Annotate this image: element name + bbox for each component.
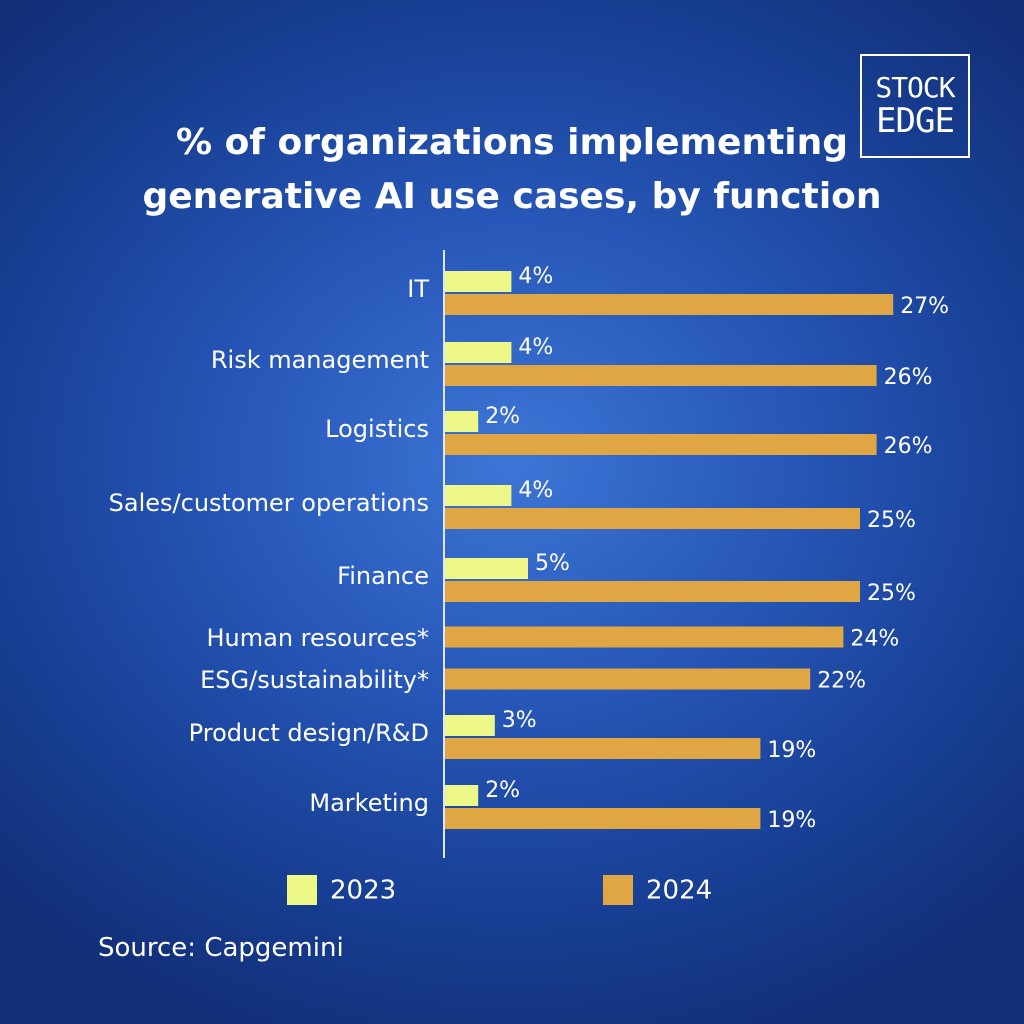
value-label-2024: 22% xyxy=(817,669,866,694)
value-label-2023: 5% xyxy=(535,551,570,576)
value-label-2024: 26% xyxy=(884,434,933,459)
category-label: Product design/R&D xyxy=(189,719,429,747)
bar-2024 xyxy=(445,808,761,829)
value-label-2023: 4% xyxy=(518,335,553,360)
bar-2023 xyxy=(445,271,512,292)
category-label: Sales/customer operations xyxy=(109,489,429,517)
bar-2024 xyxy=(445,365,877,386)
category-label: ESG/sustainability* xyxy=(200,666,429,694)
value-label-2024: 24% xyxy=(850,627,899,652)
value-label-2024: 27% xyxy=(900,294,949,319)
legend-label-2024: 2024 xyxy=(646,876,712,906)
chart-title: % of organizations implementing generati… xyxy=(142,122,882,217)
value-label-2023: 2% xyxy=(485,404,520,429)
bar-2024 xyxy=(445,581,860,602)
category-label: Human resources* xyxy=(207,624,430,652)
bar-2024 xyxy=(445,434,877,455)
category-label: Finance xyxy=(337,562,429,590)
legend-swatch-2024 xyxy=(603,875,633,905)
legend-label-2023: 2023 xyxy=(330,876,396,906)
value-label-2024: 26% xyxy=(884,365,933,390)
bar-2023 xyxy=(445,715,495,736)
bar-2023 xyxy=(445,485,512,506)
logo-line-2: EDGE xyxy=(876,101,955,141)
category-label: Risk management xyxy=(211,346,429,374)
logo-line-1: STOCK xyxy=(875,71,955,104)
value-label-2024: 25% xyxy=(867,508,916,533)
value-label-2023: 3% xyxy=(502,708,537,733)
category-label: IT xyxy=(407,275,429,303)
bar-2023 xyxy=(445,785,479,806)
bar-2024 xyxy=(445,294,894,315)
stockedge-logo: STOCK EDGE xyxy=(860,54,970,158)
bar-2023 xyxy=(445,558,528,579)
bar-2023 xyxy=(445,342,512,363)
legend-swatch-2023 xyxy=(287,875,317,905)
value-label-2024: 19% xyxy=(767,738,816,763)
value-label-2024: 25% xyxy=(867,581,916,606)
bar-2023 xyxy=(445,411,479,432)
bar-2024 xyxy=(445,668,811,690)
value-label-2023: 2% xyxy=(485,778,520,803)
source-note: Source: Capgemini xyxy=(98,933,344,963)
bar-2024 xyxy=(445,626,844,648)
value-label-2023: 4% xyxy=(518,264,553,289)
bar-2024 xyxy=(445,738,761,759)
value-label-2023: 4% xyxy=(518,478,553,503)
value-label-2024: 19% xyxy=(767,808,816,833)
category-label: Marketing xyxy=(309,789,429,817)
bar-2024 xyxy=(445,508,860,529)
category-label: Logistics xyxy=(325,415,429,443)
